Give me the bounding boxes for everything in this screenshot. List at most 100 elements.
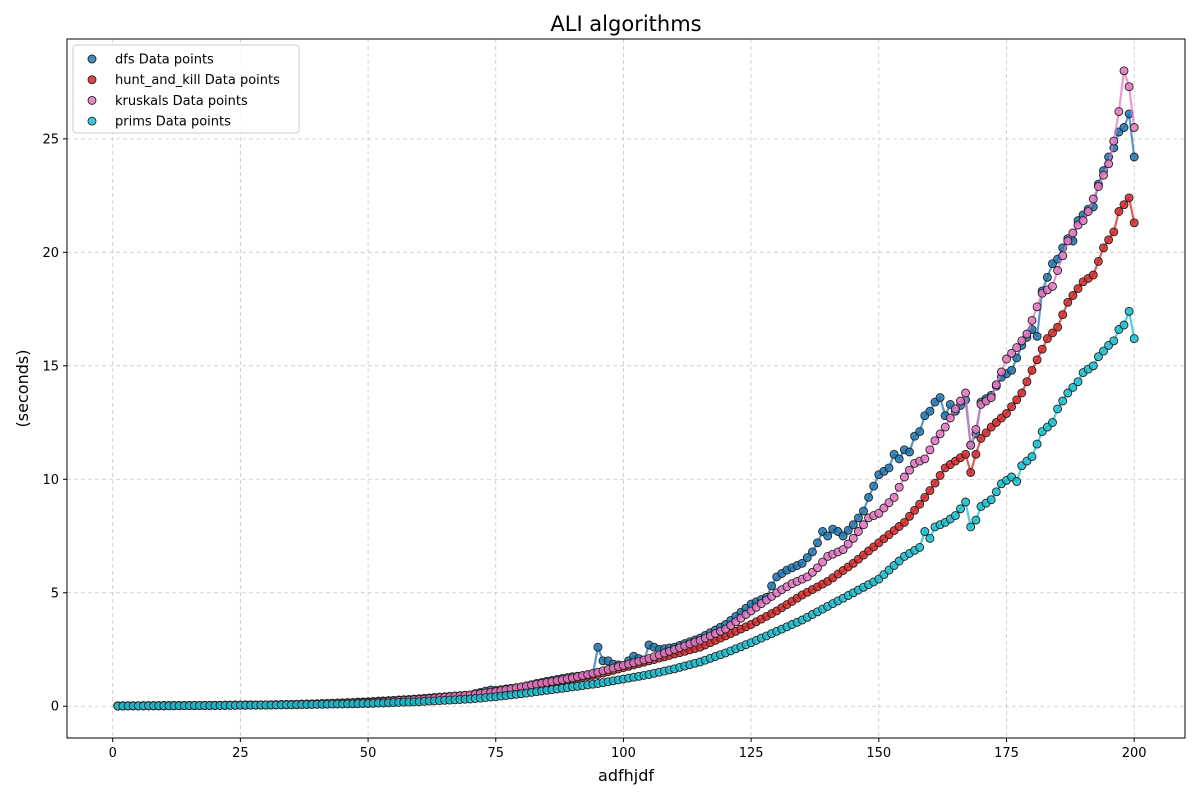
data-point — [1119, 200, 1129, 210]
y-axis-label: (seconds) — [13, 350, 32, 428]
data-point — [956, 504, 965, 514]
data-point — [1053, 266, 1063, 275]
data-point — [874, 508, 884, 518]
data-point — [1012, 343, 1022, 353]
data-point — [915, 542, 925, 552]
data-point — [920, 454, 930, 464]
x-tick-label: 25 — [232, 746, 249, 761]
series-1 — [113, 193, 1139, 711]
data-point — [853, 527, 863, 536]
data-point — [802, 553, 812, 563]
y-tick-label: 0 — [51, 700, 59, 715]
data-point — [1022, 329, 1032, 339]
data-point — [950, 404, 960, 414]
data-point — [1124, 193, 1134, 203]
data-point — [807, 547, 817, 557]
data-point — [966, 522, 976, 532]
data-point — [884, 463, 894, 473]
y-tick-label: 25 — [42, 132, 59, 147]
x-tick-label: 150 — [866, 746, 891, 761]
data-point — [1063, 236, 1073, 246]
data-point — [976, 433, 986, 443]
data-point — [1058, 396, 1068, 406]
data-point — [1032, 331, 1042, 341]
data-point — [1032, 439, 1042, 449]
data-point — [986, 393, 996, 403]
data-point — [767, 581, 777, 591]
data-point — [1048, 328, 1057, 338]
data-point — [920, 492, 930, 502]
data-point — [1058, 310, 1068, 320]
grid — [67, 39, 1185, 738]
data-point — [915, 499, 925, 509]
data-point — [1114, 107, 1124, 117]
data-point — [940, 422, 950, 432]
data-point — [1027, 315, 1037, 325]
data-point — [925, 486, 935, 496]
data-point — [843, 539, 853, 549]
data-point — [899, 517, 909, 527]
series-line — [117, 70, 1136, 707]
data-point — [879, 503, 889, 513]
y-tick-label: 20 — [42, 246, 59, 261]
y-tick-label: 10 — [42, 473, 59, 488]
data-point — [945, 413, 955, 423]
data-point — [961, 449, 971, 459]
data-point — [1022, 377, 1032, 387]
data-point — [869, 481, 879, 491]
data-point — [1048, 281, 1057, 291]
data-point — [950, 511, 960, 521]
data-point — [925, 445, 935, 455]
data-point — [1129, 152, 1139, 162]
x-tick-label: 200 — [1122, 746, 1147, 761]
data-point — [966, 468, 976, 477]
x-tick-label: 175 — [994, 746, 1019, 761]
data-point — [935, 471, 945, 480]
data-point — [1093, 182, 1103, 191]
data-point — [593, 642, 603, 652]
data-point — [991, 487, 1001, 497]
series-line — [117, 113, 1136, 707]
legend-label: prims Data points — [115, 115, 231, 130]
series-line — [117, 195, 1136, 708]
data-point — [1109, 336, 1119, 346]
data-point — [1114, 207, 1124, 216]
data-point — [935, 429, 945, 439]
data-point — [848, 533, 858, 543]
data-point — [1104, 159, 1114, 169]
data-point — [1088, 361, 1098, 371]
data-point — [813, 563, 822, 573]
x-tick-label: 0 — [109, 746, 117, 761]
x-tick-label: 50 — [360, 746, 377, 761]
data-point — [838, 545, 848, 555]
data-point — [1129, 218, 1139, 228]
data-point — [1093, 256, 1103, 266]
data-point — [1099, 243, 1108, 253]
data-point — [1099, 346, 1108, 356]
data-point — [1088, 270, 1098, 280]
data-point — [1012, 395, 1022, 405]
legend-label: hunt_and_kill Data points — [115, 73, 280, 88]
data-point — [1063, 297, 1073, 307]
series-3 — [113, 306, 1139, 711]
data-point — [910, 505, 920, 515]
data-point — [1129, 334, 1139, 344]
data-point — [1119, 66, 1129, 76]
data-point — [971, 449, 981, 459]
data-point — [1068, 228, 1078, 238]
data-point — [813, 538, 822, 548]
data-point — [1119, 320, 1129, 330]
data-point — [1124, 82, 1134, 92]
data-point — [818, 557, 828, 567]
data-point — [899, 472, 909, 482]
data-point — [935, 393, 945, 403]
y-tick-label: 5 — [51, 586, 59, 601]
plot-area — [113, 66, 1139, 711]
data-point — [956, 396, 965, 406]
data-point — [1007, 402, 1017, 412]
data-point — [905, 511, 914, 521]
x-axis-label: adfhjdf — [598, 766, 654, 785]
data-point — [894, 454, 904, 464]
data-point — [1042, 272, 1052, 282]
